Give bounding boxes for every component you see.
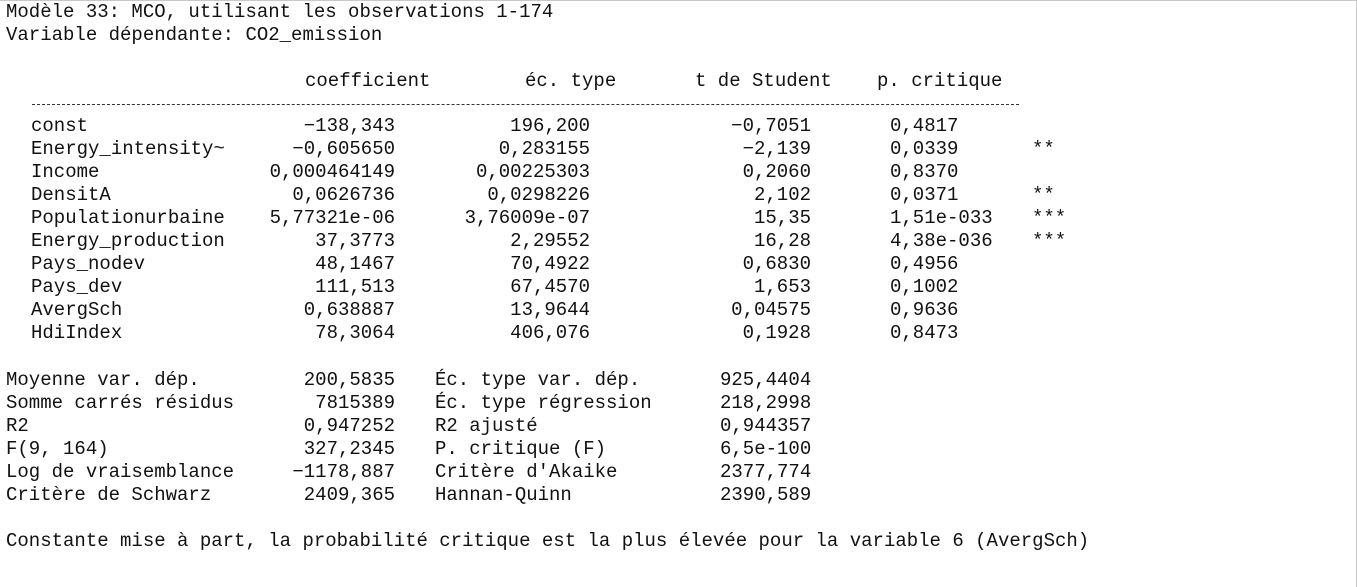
t-stat-value: 2,102	[753, 184, 811, 206]
dependent-variable: Variable dépendante: CO2_emission	[6, 24, 383, 46]
p-value: 0,4817	[890, 115, 959, 137]
coefficient-value: −0,605650	[292, 138, 395, 160]
std-error-value: 0,0298226	[487, 184, 590, 206]
stat-label: Somme carrés résidus	[6, 392, 235, 414]
t-stat-value: 0,2060	[742, 161, 811, 183]
variable-name: HdiIndex	[31, 322, 123, 344]
variable-name: Income	[31, 161, 100, 183]
stat-label: P. critique (F)	[435, 438, 607, 460]
header-t-stat: t de Student	[695, 70, 832, 92]
footer-note: Constante mise à part, la probabilité cr…	[6, 530, 1090, 552]
std-error-value: 2,29552	[510, 230, 590, 252]
std-error-value: 406,076	[510, 322, 590, 344]
std-error-value: 0,283155	[498, 138, 590, 160]
variable-name: Energy_production	[31, 230, 225, 252]
p-value: 0,8370	[890, 161, 959, 183]
t-stat-value: 16,28	[753, 230, 811, 252]
coefficient-value: −138,343	[303, 115, 395, 137]
significance-stars: **	[1032, 138, 1055, 160]
coefficient-value: 37,3773	[315, 230, 395, 252]
significance-stars: ***	[1032, 230, 1067, 252]
p-value: 0,4956	[890, 253, 959, 275]
stat-label: R2	[6, 415, 29, 437]
stat-value: 6,5e-100	[720, 438, 812, 460]
stat-label: F(9, 164)	[6, 438, 109, 460]
coefficient-value: 5,77321e-06	[269, 207, 395, 229]
t-stat-value: 15,35	[753, 207, 811, 229]
p-value: 0,8473	[890, 322, 959, 344]
stat-value: 2377,774	[720, 461, 812, 483]
std-error-value: 3,76009e-07	[464, 207, 590, 229]
coefficient-value: 111,513	[315, 276, 395, 298]
std-error-value: 70,4922	[510, 253, 590, 275]
std-error-value: 67,4570	[510, 276, 590, 298]
std-error-value: 196,200	[510, 115, 590, 137]
stat-label: Éc. type régression	[435, 392, 652, 414]
model-title: Modèle 33: MCO, utilisant les observatio…	[6, 1, 554, 23]
significance-stars: **	[1032, 184, 1055, 206]
variable-name: Pays_dev	[31, 276, 123, 298]
stat-value: 2390,589	[720, 484, 812, 506]
t-stat-value: 0,1928	[742, 322, 811, 344]
stat-value: 0,944357	[720, 415, 812, 437]
coefficient-value: 78,3064	[315, 322, 395, 344]
t-stat-value: −0,7051	[731, 115, 811, 137]
significance-stars: ***	[1032, 207, 1067, 229]
header-coefficient: coefficient	[305, 70, 431, 92]
t-stat-value: −2,139	[742, 138, 811, 160]
stat-value: 218,2998	[720, 392, 812, 414]
stat-value: 200,5835	[303, 369, 395, 391]
stat-label: Éc. type var. dép.	[435, 369, 641, 391]
std-error-value: 13,9644	[510, 299, 590, 321]
table-separator	[32, 104, 1019, 105]
t-stat-value: 1,653	[753, 276, 811, 298]
stat-value: 925,4404	[720, 369, 812, 391]
stat-label: Hannan-Quinn	[435, 484, 572, 506]
variable-name: const	[31, 115, 89, 137]
variable-name: Energy_intensity~	[31, 138, 225, 160]
stat-value: 0,947252	[303, 415, 395, 437]
stat-value: 2409,365	[303, 484, 395, 506]
t-stat-value: 0,6830	[742, 253, 811, 275]
stat-value: 327,2345	[303, 438, 395, 460]
stat-label: Moyenne var. dép.	[6, 369, 200, 391]
p-value: 1,51e-033	[890, 207, 993, 229]
p-value: 0,0371	[890, 184, 959, 206]
coefficient-value: 0,638887	[303, 299, 395, 321]
stat-label: R2 ajusté	[435, 415, 538, 437]
stat-label: Critère de Schwarz	[6, 484, 212, 506]
stat-value: −1178,887	[292, 461, 395, 483]
p-value: 0,0339	[890, 138, 959, 160]
window-border-top	[0, 0, 1357, 1]
variable-name: AvergSch	[31, 299, 123, 321]
coefficient-value: 48,1467	[315, 253, 395, 275]
stat-label: Critère d'Akaike	[435, 461, 618, 483]
variable-name: Pays_nodev	[31, 253, 146, 275]
coefficient-value: 0,0626736	[292, 184, 395, 206]
variable-name: DensitA	[31, 184, 111, 206]
coefficient-value: 0,000464149	[269, 161, 395, 183]
t-stat-value: 0,04575	[731, 299, 811, 321]
p-value: 4,38e-036	[890, 230, 993, 252]
p-value: 0,1002	[890, 276, 959, 298]
p-value: 0,9636	[890, 299, 959, 321]
stat-value: 7815389	[315, 392, 395, 414]
stat-label: Log de vraisemblance	[6, 461, 235, 483]
header-p-value: p. critique	[877, 70, 1003, 92]
std-error-value: 0,00225303	[475, 161, 590, 183]
variable-name: Populationurbaine	[31, 207, 225, 229]
header-std-error: éc. type	[525, 70, 617, 92]
